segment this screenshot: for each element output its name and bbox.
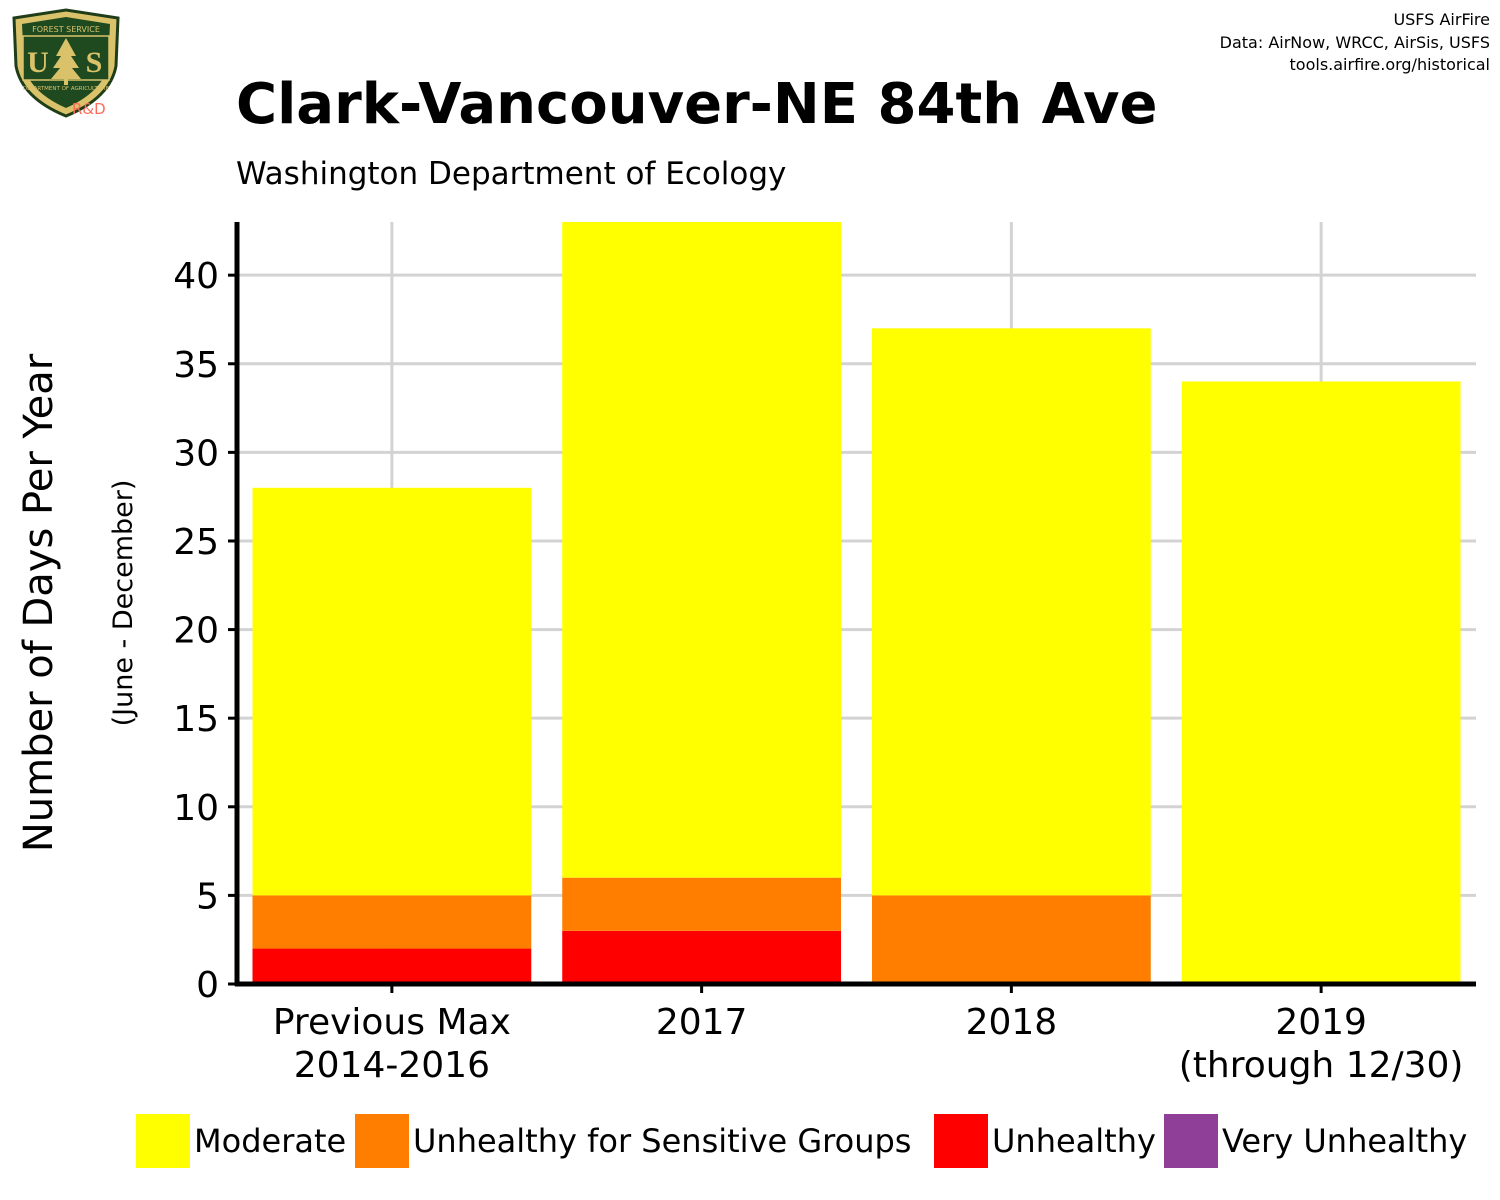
y-axis-title: Number of Days Per Year <box>16 353 62 852</box>
legend: Moderate Unhealthy for Sensitive Groups Un… <box>136 1114 1467 1168</box>
x-tick-label-3-1: (through 12/30) <box>1179 1045 1464 1086</box>
legend-label-unhealthy: Unhealthy <box>992 1122 1156 1160</box>
y-tick-label-40: 40 <box>173 256 219 297</box>
y-axis-subtitle: (June - December) <box>108 480 139 727</box>
x-tick-label-3-0: 2019 <box>1275 1002 1367 1043</box>
logo-rd-tag: R&D <box>72 100 106 118</box>
y-tick-label-10: 10 <box>173 788 219 829</box>
bar-unhealthy-for-sensitive-groups-1 <box>562 877 842 931</box>
credit-line-1: USFS AirFire <box>1393 10 1490 29</box>
credit-line-3: tools.airfire.org/historical <box>1289 55 1490 74</box>
x-tick-label-0-0: Previous Max <box>273 1002 511 1043</box>
y-tick-label-5: 5 <box>196 876 219 917</box>
legend-label-very-unhealthy: Very Unhealthy <box>1222 1122 1467 1160</box>
y-tick-label-25: 25 <box>173 522 219 563</box>
x-tick-label-2-0: 2018 <box>966 1002 1058 1043</box>
legend-swatch-unhealthy-for-sensitive-groups <box>355 1114 409 1168</box>
credit-line-2: Data: AirNow, WRCC, AirSis, USFS <box>1219 33 1490 52</box>
chart-title: Clark-Vancouver-NE 84th Ave <box>236 72 1158 137</box>
y-tick-label-0: 0 <box>196 965 219 1006</box>
bar-moderate-3 <box>1181 381 1461 984</box>
y-tick-label-35: 35 <box>173 345 219 386</box>
tree-icon <box>51 38 81 79</box>
legend-label-unhealthy-for-sensitive-groups: Unhealthy for Sensitive Groups <box>413 1122 911 1160</box>
bar-unhealthy-for-sensitive-groups-2 <box>871 895 1151 984</box>
y-tick-label-15: 15 <box>173 699 219 740</box>
forest-service-logo: U S R&D FOREST SERVICE DEPARTMENT OF AGRI… <box>12 8 120 118</box>
legend-label-moderate: Moderate <box>194 1122 346 1160</box>
legend-swatch-moderate <box>136 1114 190 1168</box>
x-tick-label-0-1: 2014-2016 <box>294 1045 490 1086</box>
bar-unhealthy-for-sensitive-groups-0 <box>252 895 532 949</box>
logo-letter-u: U <box>27 46 49 79</box>
bar-moderate-2 <box>871 328 1151 896</box>
legend-swatch-very-unhealthy <box>1164 1114 1218 1168</box>
chart-subtitle: Washington Department of Ecology <box>236 156 787 192</box>
bar-moderate-1 <box>562 222 842 878</box>
bar-unhealthy-1 <box>562 930 842 984</box>
logo-letter-s: S <box>86 46 103 79</box>
legend-swatch-unhealthy <box>934 1114 988 1168</box>
y-tick-label-20: 20 <box>173 611 219 652</box>
x-tick-label-1-0: 2017 <box>656 1002 748 1043</box>
bar-moderate-0 <box>252 487 532 896</box>
bars <box>252 222 1461 984</box>
axes <box>228 222 1476 993</box>
y-tick-label-30: 30 <box>173 433 219 474</box>
logo-top-text: FOREST SERVICE <box>32 25 100 34</box>
logo-bottom-text: DEPARTMENT OF AGRICULTURE <box>23 86 110 92</box>
bar-unhealthy-0 <box>252 948 532 984</box>
